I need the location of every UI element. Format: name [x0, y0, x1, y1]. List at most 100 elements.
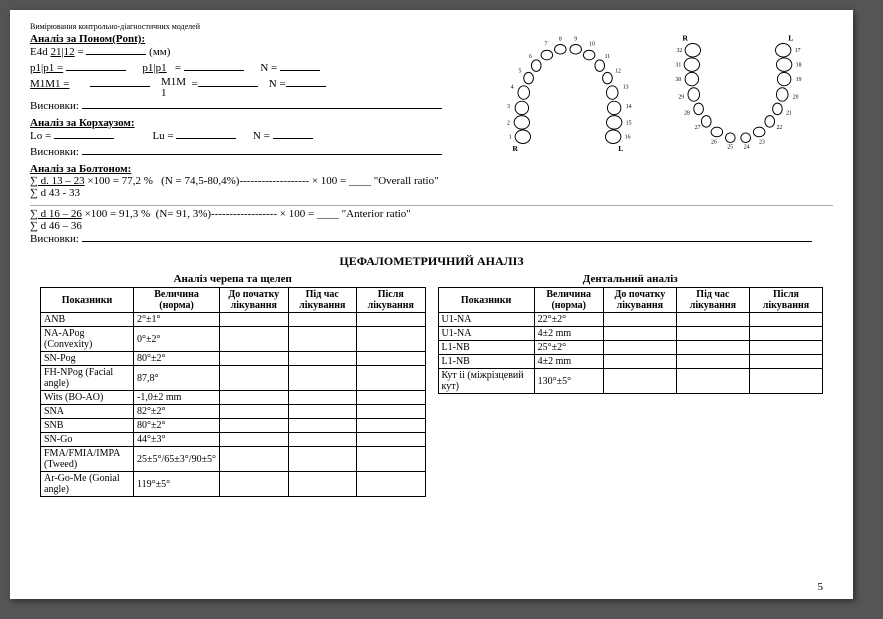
- concl-blank2: [82, 145, 442, 155]
- table-cell: [603, 369, 676, 394]
- table-cell: 4±2 mm: [534, 355, 603, 369]
- table-cell: [749, 313, 822, 327]
- bolton-conclusions: Висновки:: [30, 232, 833, 248]
- table-cell: [603, 327, 676, 341]
- table-cell: FH-NPog (Facial angle): [41, 366, 134, 391]
- table-cell: [749, 341, 822, 355]
- table-row: FMA/FMIA/IMPA (Tweed)25±5°/65±3°/90±5°: [41, 447, 426, 472]
- lower-arch-diagram: 171819 202122 232425 262728 293031 32 R …: [663, 31, 813, 156]
- table-cell: [357, 327, 426, 352]
- measurements-subtitle: Вимірювання контрольно-діагностичних мод…: [30, 22, 833, 31]
- svg-text:5: 5: [518, 68, 521, 74]
- table-cell: NA-APog (Convexity): [41, 327, 134, 352]
- table-cell: 2°±1°: [134, 313, 220, 327]
- pont-conclusions: Висновки:: [30, 99, 460, 115]
- table-cell: [603, 313, 676, 327]
- table-row: SNA82°±2°: [41, 405, 426, 419]
- table-cell: 87,8°: [134, 366, 220, 391]
- m1m1-blank1: [90, 77, 150, 87]
- m1m1-a: M1M1 =: [30, 78, 70, 90]
- table-cell: 44°±3°: [134, 433, 220, 447]
- analysis-tables: Аналіз черепа та щелеп ПоказникиВеличина…: [30, 273, 833, 497]
- table-cell: [288, 419, 356, 433]
- top-area: Аналіз за Поном(Pont): E4d 21|12 = (мм) …: [30, 31, 833, 199]
- skull-jaw-table: ПоказникиВеличина (норма)До початку ліку…: [40, 287, 426, 497]
- table-cell: [749, 355, 822, 369]
- svg-text:20: 20: [792, 94, 798, 100]
- svg-text:19: 19: [795, 77, 801, 83]
- korkhaus-title: Аналіз за Корхаузом:: [30, 117, 460, 129]
- table-cell: 4±2 mm: [534, 327, 603, 341]
- table-cell: [357, 391, 426, 405]
- svg-text:17: 17: [794, 48, 800, 54]
- svg-text:L: L: [788, 34, 793, 43]
- table-cell: [288, 366, 356, 391]
- table-cell: [749, 369, 822, 394]
- table-cell: [603, 355, 676, 369]
- table-cell: Wits (BO-AO): [41, 391, 134, 405]
- overall-den: ∑ d 43 - 33: [30, 187, 80, 199]
- pont-m1m1-line: M1M1 = M1M1 = N =: [30, 77, 460, 99]
- table-cell: [357, 313, 426, 327]
- table-row: NA-APog (Convexity)0°±2°: [41, 327, 426, 352]
- table-cell: [220, 313, 288, 327]
- table-cell: SN-Pog: [41, 352, 134, 366]
- table-cell: [603, 341, 676, 355]
- bolton-anterior: ∑ d 16 – 26 ×100 = 91,3 % (N= 91, 3%)---…: [30, 205, 833, 232]
- table-header: До початку лікування: [220, 288, 288, 313]
- table-cell: Ar-Go-Me (Gonial angle): [41, 472, 134, 497]
- table-cell: [288, 447, 356, 472]
- svg-text:25: 25: [727, 144, 733, 150]
- table-cell: [220, 433, 288, 447]
- bolton-title: Аналіз за Болтоном:: [30, 163, 460, 175]
- table-cell: FMA/FMIA/IMPA (Tweed): [41, 447, 134, 472]
- m1m1-blank2: [198, 77, 258, 87]
- table-cell: [676, 369, 749, 394]
- table-cell: [357, 405, 426, 419]
- overall-num: ∑ d. 13 – 23: [30, 175, 85, 187]
- table-cell: 22°±2°: [534, 313, 603, 327]
- table-row: Ar-Go-Me (Gonial angle)119°±5°: [41, 472, 426, 497]
- table-cell: [288, 405, 356, 419]
- table-cell: 119°±5°: [134, 472, 220, 497]
- table1-caption: Аналіз черепа та щелеп: [40, 273, 426, 285]
- table-cell: [220, 419, 288, 433]
- svg-text:14: 14: [625, 104, 631, 110]
- N-label2: N =: [269, 77, 286, 93]
- table-cell: [220, 366, 288, 391]
- concl-blank3: [82, 232, 812, 242]
- svg-text:2: 2: [506, 120, 509, 126]
- svg-text:30: 30: [675, 77, 681, 83]
- pont-p1p1-line: p1|p1 = p1|p1 = N =: [30, 61, 460, 77]
- table-row: Wits (BO-AO)-1,0±2 mm: [41, 391, 426, 405]
- svg-text:L: L: [618, 144, 623, 153]
- table-cell: [357, 366, 426, 391]
- svg-text:23: 23: [759, 140, 765, 146]
- table-header: Показники: [438, 288, 534, 313]
- table-cell: [220, 391, 288, 405]
- svg-text:R: R: [682, 34, 688, 43]
- skull-jaw-table-wrap: Аналіз черепа та щелеп ПоказникиВеличина…: [40, 273, 426, 497]
- table-cell: SNA: [41, 405, 134, 419]
- svg-text:26: 26: [711, 140, 717, 146]
- table-cell: [220, 472, 288, 497]
- svg-text:7: 7: [544, 41, 547, 47]
- table-row: FH-NPog (Facial angle)87,8°: [41, 366, 426, 391]
- svg-text:4: 4: [510, 85, 513, 91]
- table-row: SN-Pog80°±2°: [41, 352, 426, 366]
- bolton-overall: ∑ d. 13 – 23 ×100 = 77,2 % (N = 74,5-80,…: [30, 175, 460, 199]
- concl-blank1: [82, 99, 442, 109]
- N-label1: N =: [260, 62, 277, 74]
- table-header: Після лікування: [357, 288, 426, 313]
- overall-eq: ×100 = 77,2 % (N = 74,5-80,4%)----------…: [87, 175, 438, 187]
- pont-e4d-line: E4d 21|12 = (мм): [30, 45, 460, 61]
- mm-label: (мм): [149, 46, 170, 58]
- dental-table-wrap: Дентальний аналіз ПоказникиВеличина (нор…: [438, 273, 824, 497]
- table-cell: L1-NB: [438, 355, 534, 369]
- table-cell: SNB: [41, 419, 134, 433]
- table-cell: 80°±2°: [134, 352, 220, 366]
- korkhaus-line: Lo = Lu = N =: [30, 129, 460, 145]
- svg-text:22: 22: [776, 125, 782, 131]
- lu-blank: [176, 129, 236, 139]
- table-cell: L1-NB: [438, 341, 534, 355]
